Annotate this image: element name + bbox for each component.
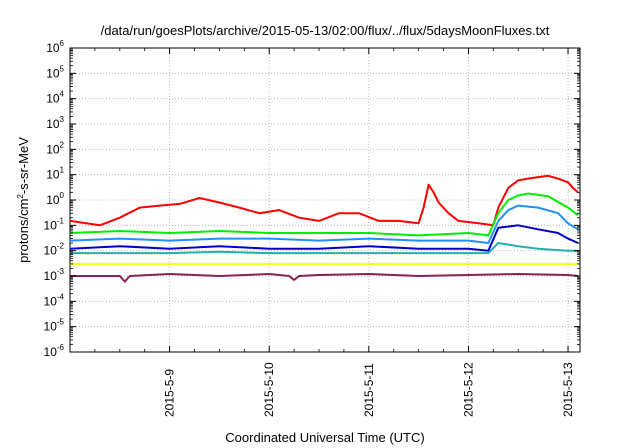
x-tick-label: 2015-5-12 [461, 362, 475, 417]
series-line-7 [70, 273, 579, 283]
y-tick-label: 106 [46, 39, 64, 55]
y-tick-base: 10 [44, 345, 58, 359]
y-tick-base: 10 [44, 320, 58, 334]
y-tick-label: 101 [46, 166, 64, 182]
series-line-4 [69, 224, 579, 252]
y-tick-exponent: 1 [60, 166, 65, 175]
series-line-5 [70, 242, 578, 255]
y-tick-base: 10 [46, 142, 60, 156]
y-axis-title-pre: protons/cm [16, 199, 31, 263]
y-tick-label: 10-1 [44, 216, 65, 232]
y-tick-label: 105 [46, 64, 64, 80]
y-tick-labels: 10610510410310210110010-110-210-310-410-… [44, 39, 65, 359]
series-line-1 [69, 174, 579, 227]
series-group [69, 174, 579, 283]
y-tick-base: 10 [44, 294, 58, 308]
series-line-3 [69, 204, 579, 244]
y-tick-exponent: -3 [57, 267, 65, 276]
x-tick-label: 2015-5-13 [561, 362, 575, 417]
y-tick-base: 10 [44, 244, 58, 258]
y-axis-title-post: -s-sr-MeV [16, 137, 31, 194]
tick-marks [70, 47, 580, 353]
y-tick-exponent: 2 [60, 140, 65, 149]
y-tick-base: 10 [46, 193, 60, 207]
y-tick-label: 103 [46, 115, 64, 131]
y-tick-label: 10-3 [44, 267, 65, 283]
y-axis-title-sup: 2 [16, 194, 25, 199]
y-axis-title: protons/cm2-s-sr-MeV [16, 137, 31, 263]
y-tick-label: 104 [46, 90, 64, 106]
y-tick-exponent: -5 [57, 318, 65, 327]
x-tick-label: 2015-5-10 [262, 362, 276, 417]
y-tick-exponent: 6 [60, 39, 65, 48]
y-tick-base: 10 [46, 92, 60, 106]
chart-title: /data/run/goesPlots/archive/2015-05-13/0… [101, 23, 550, 38]
y-tick-exponent: -4 [57, 292, 65, 301]
x-tick-label: 2015-5-9 [163, 369, 177, 417]
y-tick-exponent: 3 [60, 115, 65, 124]
y-tick-exponent: 0 [60, 191, 65, 200]
y-tick-label: 10-4 [44, 292, 65, 308]
series-line-2 [69, 192, 579, 237]
y-tick-exponent: -2 [57, 242, 65, 251]
y-tick-label: 100 [46, 191, 64, 207]
y-tick-label: 10-6 [44, 343, 65, 359]
y-tick-label: 10-5 [44, 318, 65, 334]
y-tick-base: 10 [46, 117, 60, 131]
x-tick-labels: 2015-5-9 2015-5-10 2015-5-11 2015-5-12 2015-… [163, 362, 575, 417]
y-tick-label: 102 [46, 140, 64, 156]
grid-lines [70, 48, 580, 352]
y-tick-base: 10 [44, 218, 58, 232]
y-tick-base: 10 [46, 168, 60, 182]
y-tick-exponent: -6 [57, 343, 65, 352]
y-tick-exponent: 5 [60, 64, 65, 73]
y-tick-exponent: -1 [57, 216, 65, 225]
y-tick-base: 10 [46, 41, 60, 55]
y-tick-exponent: 4 [60, 90, 65, 99]
x-tick-label: 2015-5-11 [362, 363, 376, 417]
y-tick-base: 10 [46, 66, 60, 80]
y-tick-label: 10-2 [44, 242, 65, 258]
y-tick-base: 10 [44, 269, 58, 283]
x-axis-title: Coordinated Universal Time (UTC) [225, 430, 424, 445]
